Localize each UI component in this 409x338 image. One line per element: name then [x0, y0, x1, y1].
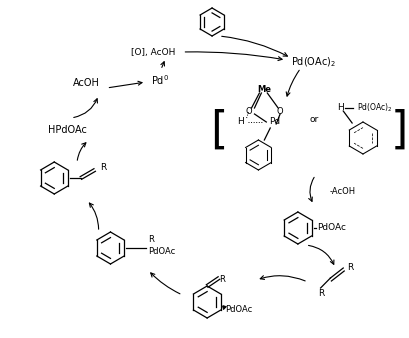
Text: PdOAc: PdOAc — [225, 306, 252, 314]
Text: R: R — [101, 164, 107, 172]
Text: ]: ] — [391, 108, 408, 151]
Text: Pd: Pd — [269, 118, 280, 126]
Text: [O], AcOH: [O], AcOH — [131, 48, 175, 56]
Text: Pd$^0$: Pd$^0$ — [151, 73, 169, 87]
Text: HPdOAc: HPdOAc — [47, 125, 87, 135]
Text: O: O — [277, 106, 283, 116]
Text: H: H — [237, 118, 244, 126]
Text: Pd(OAc)$_2$: Pd(OAc)$_2$ — [291, 55, 336, 69]
Text: O: O — [245, 106, 252, 116]
Text: or: or — [309, 116, 318, 124]
Text: R: R — [319, 290, 325, 298]
Text: [: [ — [210, 108, 228, 151]
Text: Pd(OAc)$_2$: Pd(OAc)$_2$ — [357, 102, 393, 114]
Text: PdOAc: PdOAc — [148, 247, 175, 257]
Text: Me: Me — [257, 86, 271, 95]
Text: R: R — [148, 236, 154, 244]
Text: H: H — [337, 103, 344, 113]
Text: -AcOH: -AcOH — [329, 188, 355, 196]
Text: R: R — [347, 264, 353, 272]
Text: AcOH: AcOH — [73, 78, 100, 88]
Text: R: R — [219, 275, 225, 285]
Text: PdOAc: PdOAc — [318, 223, 346, 233]
